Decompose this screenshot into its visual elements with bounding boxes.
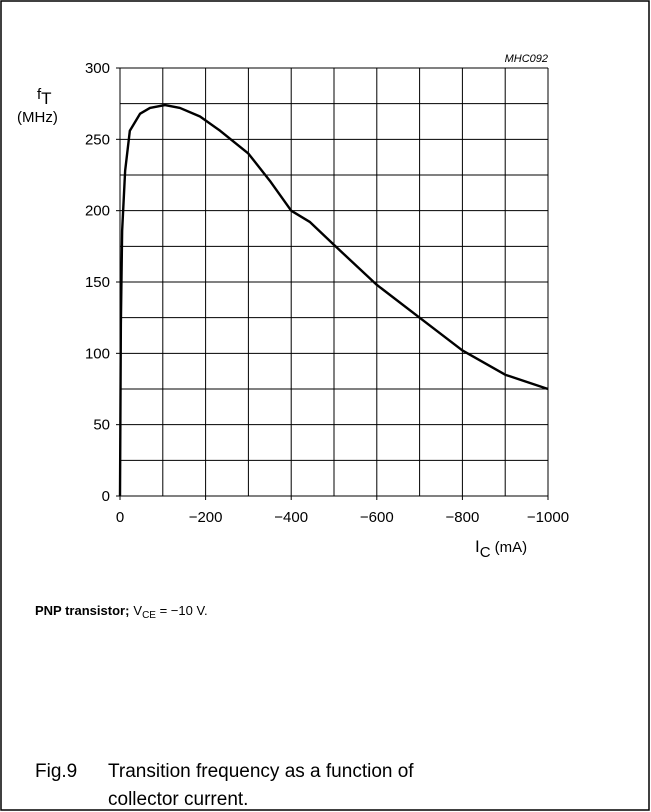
y-tick-label: 300 — [85, 60, 110, 77]
caption-line: Transition frequency as a function of — [108, 761, 414, 782]
y-axis-unit: (MHz) — [17, 109, 58, 126]
y-tick-label: 200 — [85, 203, 110, 220]
figure-id: MHC092 — [505, 53, 548, 65]
y-tick-label: 50 — [93, 417, 110, 434]
note-rest: = −10 V. — [156, 603, 208, 618]
figure-number: Fig.9 — [35, 761, 77, 782]
y-axis-label: fT — [37, 86, 52, 108]
x-tick-label: −400 — [274, 509, 308, 526]
x-axis-label: IC (mA) — [475, 537, 527, 561]
x-tick-label: −800 — [446, 509, 480, 526]
note-sub: CE — [142, 610, 156, 621]
x-tick-label: −600 — [360, 509, 394, 526]
x-tick-label: 0 — [116, 509, 124, 526]
note-var: V — [133, 603, 142, 618]
note-bold: PNP transistor; — [35, 603, 129, 618]
x-axis-subscript: C — [480, 544, 491, 561]
caption-line: collector current. — [108, 789, 248, 810]
y-tick-label: 100 — [85, 345, 110, 362]
x-tick-label: −200 — [189, 509, 223, 526]
y-axis-subscript: T — [41, 89, 51, 108]
x-tick-label: −1000 — [527, 509, 569, 526]
y-tick-label: 0 — [102, 488, 110, 505]
x-axis-unit: (mA) — [495, 539, 528, 556]
curve — [118, 103, 549, 497]
y-tick-label: 150 — [85, 274, 110, 291]
y-axis-symbol: f — [37, 86, 42, 103]
y-tick-label: 250 — [85, 131, 110, 148]
note: PNP transistor; VCE = −10 V. — [35, 603, 208, 621]
x-axis-symbol: I — [475, 537, 480, 556]
